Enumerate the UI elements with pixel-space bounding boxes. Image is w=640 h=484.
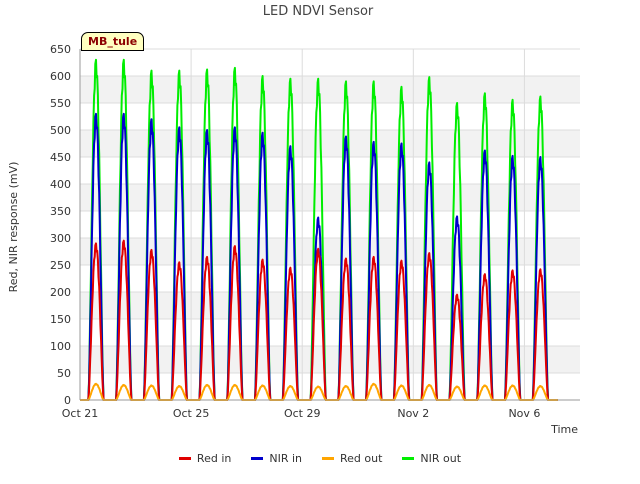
chart-title: LED NDVI Sensor [263,4,374,19]
legend-item: NIR out [402,452,461,465]
grid-band [80,292,580,319]
plot-area [80,49,580,400]
x-axis-label: Time [550,423,578,436]
y-tick-label: 250 [50,259,71,272]
legend-swatch [178,457,191,460]
legend-swatch [322,457,334,460]
series-layer [80,58,558,401]
legend-item: Red out [322,452,382,465]
y-tick-label: 200 [50,286,71,299]
legend-swatch [402,457,415,460]
x-tick-label: Oct 21 [62,407,99,420]
y-tick-label: 0 [64,394,71,407]
grid-band [80,238,580,265]
y-tick-label: 650 [50,43,71,56]
y-tick-label: 450 [50,151,71,164]
legend: Red in NIR in Red out NIR out [0,452,640,465]
x-tick-label: Nov 6 [508,407,540,420]
grid-band [80,130,580,157]
legend-label: Red out [340,452,383,465]
grid-band [80,76,580,103]
legend-label: NIR in [269,452,302,465]
site-badge: MB_tule [81,32,145,51]
y-tick-label: 550 [50,97,71,110]
series-line-red-out [80,382,558,401]
series-line-nir-in [80,112,558,401]
y-tick-label: 150 [50,313,71,326]
y-tick-label: 600 [50,70,71,83]
legend-swatch [251,457,264,460]
legend-item: Red in [178,452,232,465]
y-tick-label: 100 [50,340,71,353]
grid-band [80,346,580,373]
y-tick-label: 50 [57,367,71,380]
grid-band [80,184,580,211]
y-axis-label: Red, NIR response (mV) [7,162,20,293]
x-tick-label: Oct 29 [284,407,321,420]
legend-item: NIR in [251,452,302,465]
x-tick-label: Oct 25 [173,407,210,420]
y-tick-label: 300 [50,232,71,245]
plot-bands [80,49,580,400]
y-tick-label: 350 [50,205,71,218]
series-line-red-in [80,239,558,401]
legend-label: Red in [196,452,232,465]
x-tick-label: Nov 2 [397,407,429,420]
y-tick-label: 400 [50,178,71,191]
y-tick-label: 500 [50,124,71,137]
axes: 0 50 100 150 200 250 300 350 400 450 500 550 600 650 O… [50,43,580,420]
legend-label: NIR out [420,452,462,465]
